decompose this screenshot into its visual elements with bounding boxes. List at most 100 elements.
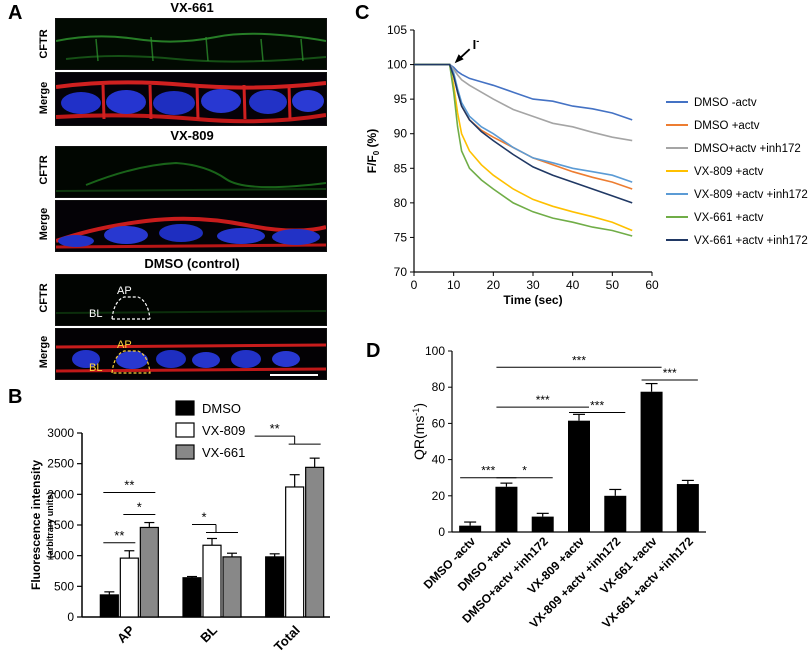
y-tick-label: 2000 [47, 487, 74, 501]
cftr-stain-dmso: AP BL [56, 275, 326, 325]
legend-label: VX-661 [202, 445, 245, 460]
y-tick-label: 80 [394, 196, 408, 210]
bar [604, 495, 627, 532]
y-tick-label: 0 [67, 610, 74, 624]
bl-annotation: BL [89, 362, 102, 374]
bar [305, 466, 325, 618]
series-line [414, 63, 633, 190]
legend-label: VX-661 +actv +inh172 [694, 235, 808, 247]
series-line [414, 63, 633, 204]
bar [202, 544, 222, 618]
group-title-vx661: VX-661 [170, 0, 214, 15]
y-tick-label: 3000 [47, 426, 74, 440]
group-title-dmso: DMSO (control) [144, 256, 240, 271]
legend-label: VX-809 +actv [694, 166, 764, 178]
panel-label-a: A [8, 2, 23, 24]
series-line [414, 63, 633, 237]
x-tick-label: 20 [487, 278, 501, 292]
panel-label-b: B [8, 386, 23, 408]
y-tick-label: 105 [387, 23, 407, 37]
x-axis-label: Time (sec) [503, 293, 562, 307]
legend-label: VX-661 +actv [694, 212, 764, 224]
y-tick-label: 75 [394, 230, 408, 244]
sig-bracket-vx661-inh-label: *** [663, 366, 677, 380]
series-line [414, 63, 633, 121]
micrograph-vx661-merge [55, 72, 327, 126]
bar [222, 556, 242, 618]
row-label-cftr: CFTR [38, 155, 50, 185]
cftr-stain-vx809 [56, 147, 326, 197]
y-tick-label: 40 [432, 453, 446, 467]
row-label-cftr: CFTR [38, 29, 50, 59]
group-title-vx809: VX-809 [170, 128, 214, 143]
row-label-merge: Merge [38, 207, 50, 241]
legend-label: DMSO +actv [694, 120, 760, 132]
sig-bracket-ap-vx809-vx661-label: * [137, 500, 142, 515]
y-tick-label: 2500 [47, 457, 74, 471]
sig-bracket-dmso-vx661-label: *** [572, 353, 586, 367]
row-label-cftr: CFTR [38, 283, 50, 313]
iodide-arrowhead [454, 54, 464, 64]
bar [119, 557, 139, 618]
y-tick-label: 90 [394, 127, 408, 141]
micrograph-dmso-cftr: AP BL [55, 274, 327, 326]
merge-stain-dmso: AP BL [56, 329, 326, 379]
micrograph-vx809-merge [55, 200, 327, 252]
legend-label: DMSO+actv +inh172 [694, 143, 801, 155]
micrograph-vx661-cftr [55, 18, 327, 70]
x-tick-label: 60 [645, 278, 659, 292]
row-label-merge: Merge [38, 81, 50, 115]
y-tick-label: 20 [432, 489, 446, 503]
ap-annotation: AP [117, 285, 132, 297]
bar [182, 577, 202, 618]
y-tick-label: 100 [387, 58, 407, 72]
row-label-merge: Merge [38, 335, 50, 369]
legend-swatch [175, 444, 195, 460]
x-tick-label: 50 [606, 278, 620, 292]
sig-bracket-dmso-vx809-label: *** [536, 393, 550, 407]
bar [640, 391, 663, 532]
x-tick-label: 40 [566, 278, 580, 292]
panel-label-d: D [366, 340, 381, 362]
y-tick-label: 0 [438, 525, 445, 539]
y-tick-label: 100 [425, 345, 445, 358]
y-tick-label: 95 [394, 92, 408, 106]
x-tick-label: BL [197, 622, 220, 645]
sig-bracket-ap-dmso-vx809-label: ** [114, 528, 124, 543]
bl-annotation: BL [89, 308, 102, 320]
legend-label: VX-809 [202, 423, 245, 438]
panel-label-c: C [355, 2, 370, 24]
x-tick-label: 30 [526, 278, 540, 292]
y-axis-label: QR(ms-1) [411, 403, 427, 460]
y-tick-label: 500 [54, 579, 74, 593]
sig-label-bl: * [201, 509, 206, 524]
legend-swatch [175, 400, 195, 416]
ap-annotation: AP [117, 339, 132, 351]
merge-stain-vx661 [56, 73, 326, 125]
y-tick-label: 85 [394, 161, 408, 175]
iodide-label: I- [473, 36, 480, 52]
series-line [414, 63, 633, 142]
y-axis-label: Fluorescence intensity [29, 460, 43, 590]
cftr-stain-vx661 [56, 19, 326, 69]
x-tick-label: 10 [447, 278, 461, 292]
sig-label-total: ** [270, 421, 280, 436]
series-line [414, 63, 633, 183]
legend-label: DMSO -actv [694, 97, 757, 109]
bar [99, 594, 119, 618]
y-tick-label: 80 [432, 380, 446, 394]
bar [676, 484, 699, 532]
y-tick-label: 1000 [47, 549, 74, 563]
legend-swatch [175, 422, 195, 438]
x-tick-label: Total [271, 623, 303, 652]
bar [568, 420, 590, 532]
bar [265, 556, 285, 618]
sig-bracket-vx809-inh-label: *** [590, 399, 604, 413]
bar [531, 516, 554, 532]
y-axis-label: F/F0 (%) [365, 129, 381, 173]
sig-bracket-ap-dmso-vx661-label: ** [124, 478, 134, 493]
chart-c: 70 75 80 85 90 95 100 105 0 10 20 30 40 50 60 Time (sec… [365, 23, 808, 307]
y-axis-sublabel: (arbitrary units) [45, 492, 55, 559]
bar [459, 525, 482, 532]
